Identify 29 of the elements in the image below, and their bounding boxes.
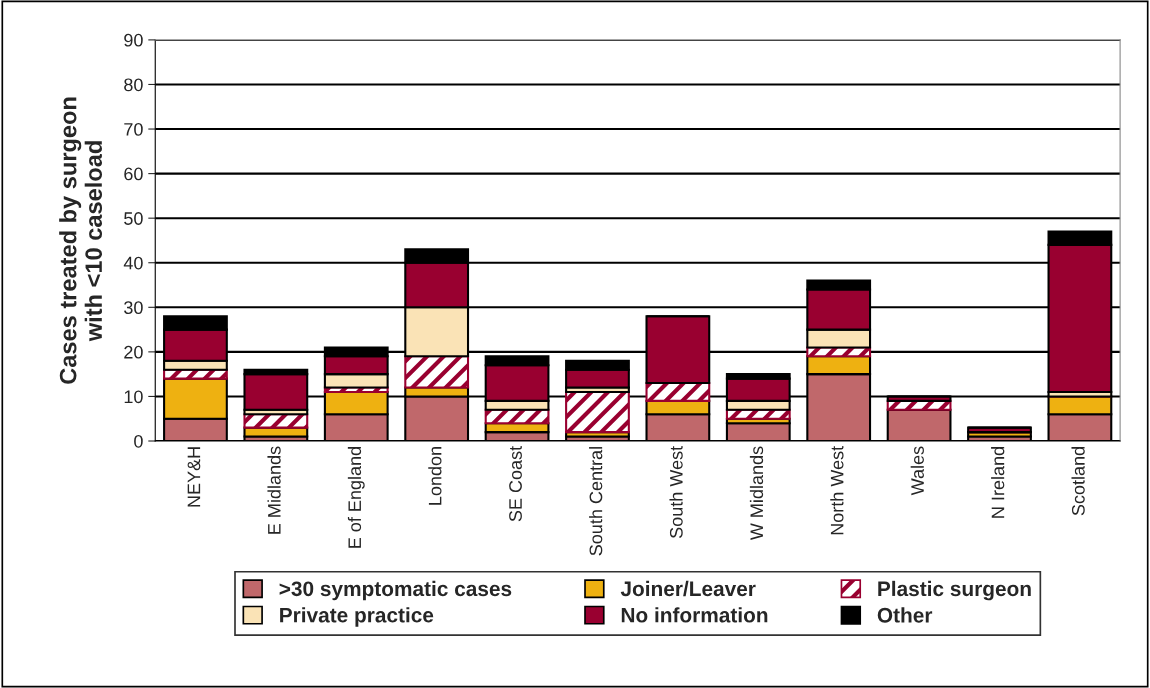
x-tick-label: South Central — [589, 447, 603, 556]
y-tick-label: 50 — [124, 212, 143, 225]
x-tick-label: South West — [669, 446, 683, 539]
y-tick-label: 20 — [124, 345, 143, 359]
y-tick-label: 0 — [134, 434, 143, 448]
x-tick-label: North West — [830, 446, 844, 535]
y-tick-label: 40 — [123, 256, 143, 270]
legend-label: Other — [877, 607, 933, 623]
legend-label: >30 symptomatic cases — [279, 580, 512, 601]
x-tick-label: E Midlands — [267, 446, 281, 534]
x-tick-label: London — [428, 447, 442, 505]
x-tick-label: W Midlands — [749, 446, 764, 541]
y-tick-label: 10 — [124, 390, 143, 404]
y-tick-label: 70 — [124, 122, 143, 136]
y-tick-label: 30 — [124, 301, 143, 315]
x-tick-label: E of England — [347, 447, 365, 548]
x-tick-label: SE Coast — [509, 446, 522, 522]
y-axis-title: Cases treated by surgeon with <10 caseload — [59, 97, 103, 384]
y-tick-label: 90 — [124, 33, 143, 47]
legend-label: Private practice — [280, 607, 434, 627]
legend-label: Plastic surgeon — [878, 580, 1031, 601]
x-tick-label: Scotland — [1071, 447, 1085, 516]
x-tick-label: Wales — [910, 446, 924, 496]
legend-label: Joiner/Leaver — [620, 580, 756, 597]
y-tick-label: 60 — [124, 167, 143, 181]
y-tick-label: 80 — [124, 78, 143, 92]
x-tick-label: NEY&H — [187, 447, 201, 507]
legend-label: No information — [621, 607, 768, 623]
x-tick-label: N Ireland — [991, 447, 1005, 518]
